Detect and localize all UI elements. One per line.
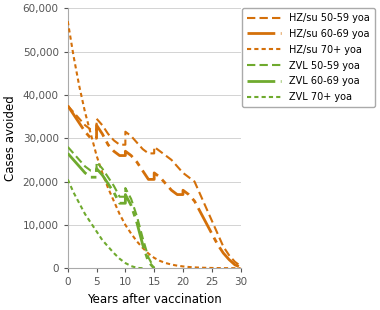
Legend: HZ/su 50-59 yoa, HZ/su 60-69 yoa, HZ/su 70+ yoa, ZVL 50-59 yoa, ZVL 60-69 yoa, Z: HZ/su 50-59 yoa, HZ/su 60-69 yoa, HZ/su … xyxy=(242,8,375,107)
Y-axis label: Cases avoided: Cases avoided xyxy=(4,95,17,181)
X-axis label: Years after vaccination: Years after vaccination xyxy=(87,293,222,306)
